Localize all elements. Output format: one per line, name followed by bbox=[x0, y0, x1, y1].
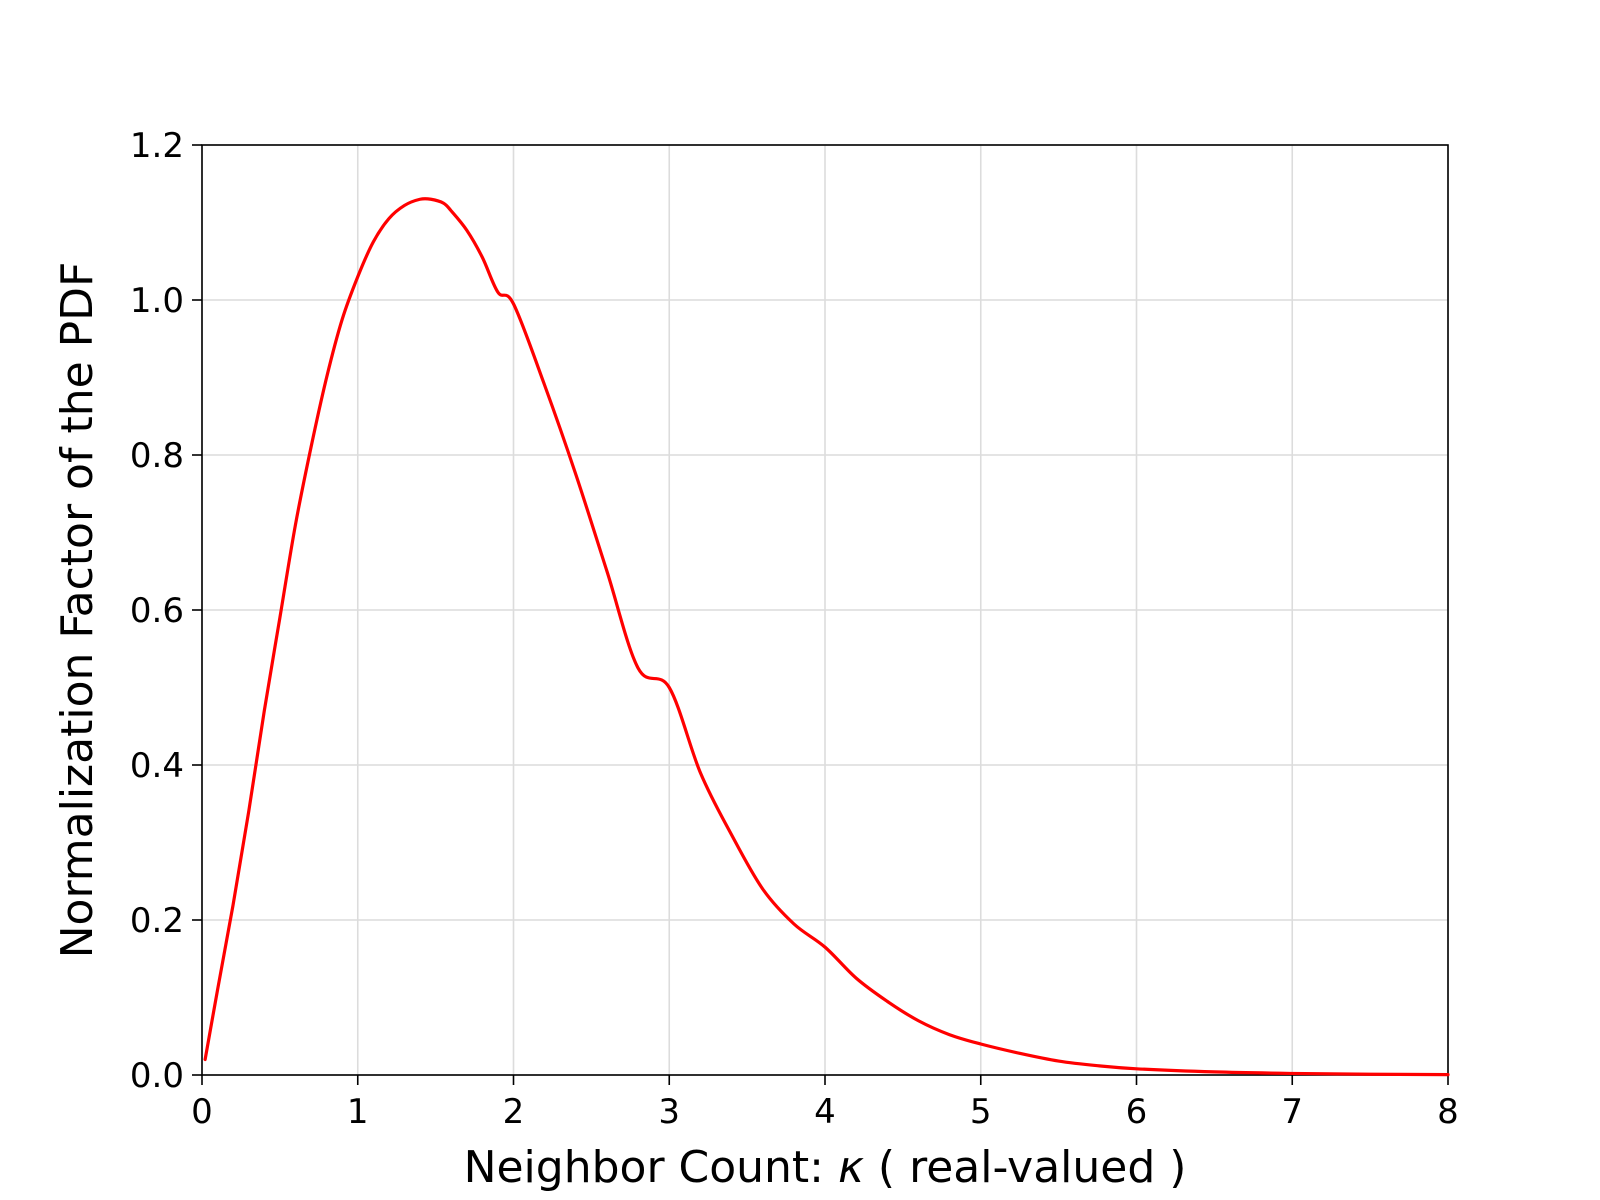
x-axis-label-prefix: Neighbor Count: bbox=[464, 1142, 838, 1193]
y-tick-label: 0.8 bbox=[130, 436, 184, 476]
series-line bbox=[203, 197, 1450, 1077]
y-tick-label: 0.0 bbox=[130, 1056, 184, 1096]
x-tick-label: 0 bbox=[191, 1092, 213, 1132]
y-tick-label: 1.2 bbox=[130, 126, 184, 166]
y-tick-label: 1.0 bbox=[130, 281, 184, 321]
x-tick-label: 8 bbox=[1437, 1092, 1459, 1132]
y-axis-label: Normalization Factor of the PDF bbox=[52, 262, 103, 959]
y-tick-label: 0.2 bbox=[130, 901, 184, 941]
x-tick-label: 7 bbox=[1281, 1092, 1303, 1132]
x-tick-label: 4 bbox=[814, 1092, 836, 1132]
axis-ticks: 0 1 2 3 4 5 6 7 8 0.0 0.2 0.4 0.6 0.8 1.0 1.2 bbox=[130, 126, 1459, 1132]
grid-lines bbox=[201, 144, 1449, 1076]
x-tick-label: 3 bbox=[658, 1092, 680, 1132]
x-tick-label: 5 bbox=[970, 1092, 992, 1132]
x-axis-label: Neighbor Count: κ ( real-valued ) bbox=[464, 1142, 1187, 1193]
y-tick-label: 0.4 bbox=[130, 746, 184, 786]
x-tick-label: 2 bbox=[503, 1092, 525, 1132]
x-axis-label-symbol: κ bbox=[838, 1142, 864, 1193]
x-axis-label-suffix: ( real-valued ) bbox=[864, 1142, 1186, 1193]
x-tick-label: 1 bbox=[347, 1092, 369, 1132]
x-tick-label: 6 bbox=[1126, 1092, 1148, 1132]
y-tick-label: 0.6 bbox=[130, 591, 184, 631]
